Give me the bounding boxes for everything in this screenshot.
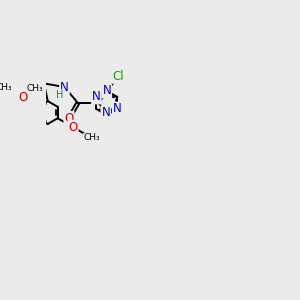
Text: O: O xyxy=(18,92,27,104)
Text: O: O xyxy=(68,121,78,134)
Text: N: N xyxy=(92,91,101,103)
Text: N: N xyxy=(60,80,69,94)
Text: CH₃: CH₃ xyxy=(27,85,44,94)
Text: H: H xyxy=(56,90,64,100)
Text: O: O xyxy=(64,112,74,125)
Text: N: N xyxy=(113,103,122,116)
Text: Cl: Cl xyxy=(112,70,124,83)
Text: N: N xyxy=(102,84,111,98)
Text: CH₃: CH₃ xyxy=(0,82,12,91)
Text: N: N xyxy=(101,106,110,119)
Text: CH₃: CH₃ xyxy=(83,134,100,142)
